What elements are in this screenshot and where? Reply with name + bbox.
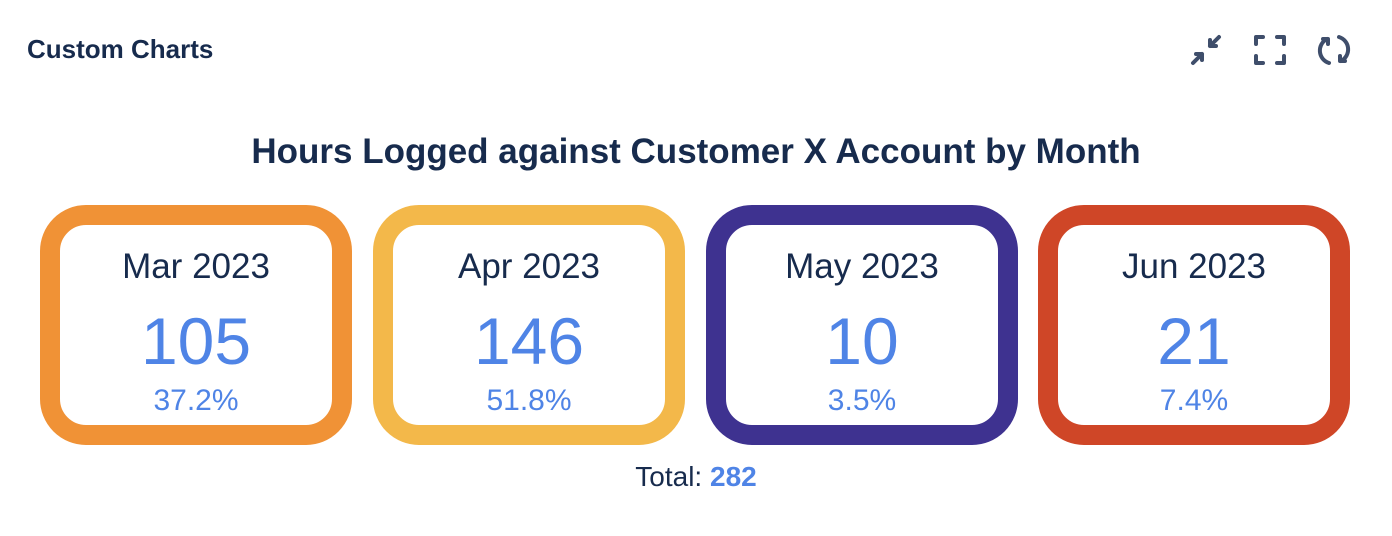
fullscreen-icon[interactable] [1252,30,1288,70]
total: Total: 282 [0,461,1392,493]
card-month: Jun 2023 [1121,247,1267,286]
card-percent: 7.4% [1159,384,1229,417]
card-percent: 37.2% [153,384,239,417]
card-percent: 51.8% [486,384,572,417]
month-card: May 2023 10 3.5% [706,205,1018,445]
month-card: Jun 2023 21 7.4% [1038,205,1350,445]
refresh-icon[interactable] [1316,30,1352,70]
month-card: Mar 2023 105 37.2% [40,205,352,445]
total-value: 282 [710,461,757,492]
month-card: Apr 2023 146 51.8% [373,205,685,445]
minimize-icon[interactable] [1188,30,1224,70]
card-value: 105 [140,304,252,378]
total-label: Total: [635,461,703,492]
card-month: May 2023 [785,247,939,286]
card-value: 21 [1157,304,1231,378]
card-percent: 3.5% [827,384,897,417]
card-month: Apr 2023 [457,247,601,286]
panel-title: Custom Charts [27,34,214,64]
panel-toolbar [1188,30,1352,70]
card-value: 146 [473,304,585,378]
card-month: Mar 2023 [122,247,270,286]
chart-title: Hours Logged against Customer X Account … [251,132,1141,171]
card-value: 10 [825,304,899,378]
